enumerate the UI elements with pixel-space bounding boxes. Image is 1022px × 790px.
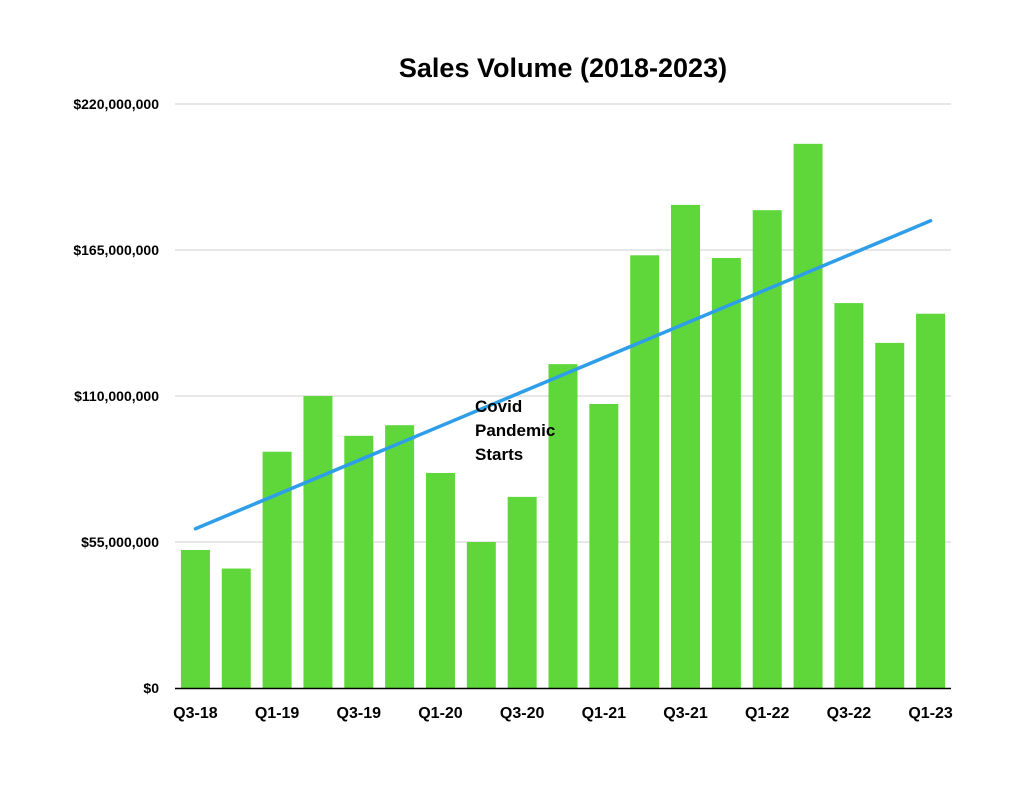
bar-q2-21: [630, 255, 660, 689]
bar-q1-20: [425, 472, 455, 688]
trendline-path: [193, 219, 933, 531]
bar-q3-21: [671, 204, 701, 688]
x-tick-label: Q3-20: [500, 705, 545, 722]
x-tick-label: Q1-22: [745, 705, 790, 722]
bar-q1-21: [589, 403, 619, 688]
bars: [180, 143, 946, 689]
bar-q4-18: [221, 568, 251, 688]
x-tick-label: Q1-21: [582, 705, 627, 722]
x-tick-label: Q1-19: [255, 705, 300, 722]
annotation-line: Pandemic: [475, 421, 555, 440]
x-tick-label: Q1-23: [908, 705, 953, 722]
y-tick-label: $55,000,000: [81, 534, 159, 550]
annotation-line: Starts: [475, 445, 523, 464]
bar-q4-20: [548, 364, 578, 688]
y-tick-label: $110,000,000: [74, 388, 159, 404]
y-tick-label: $0: [143, 680, 159, 696]
annotation-line: Covid: [475, 397, 522, 416]
y-tick-label: $165,000,000: [73, 242, 159, 258]
annotation-covid: Covid Pandemic Starts: [475, 397, 555, 464]
x-axis-tick-labels: Q3-18 Q1-19 Q3-19 Q1-20 Q3-20 Q1-21 Q3-21 Q1-22…: [173, 705, 953, 722]
y-tick-label: $220,000,000: [73, 96, 159, 112]
bar-q2-20: [466, 542, 496, 688]
x-tick-label: Q1-20: [418, 705, 463, 722]
y-axis-tick-labels: $0 $55,000,000 $110,000,000 $165,000,000 $22…: [73, 96, 159, 696]
bar-q3-22: [834, 303, 864, 688]
trendline: [193, 219, 933, 531]
bar-q4-21: [711, 257, 741, 688]
bar-q3-20: [507, 496, 537, 688]
annotation-text: Covid Pandemic Starts: [475, 397, 555, 464]
x-tick-label: Q3-18: [173, 705, 218, 722]
x-tick-label: Q3-19: [337, 705, 382, 722]
bar-q3-19: [344, 435, 374, 688]
bar-q3-18: [180, 549, 210, 688]
chart-title: Sales Volume (2018-2023): [399, 53, 727, 83]
bar-q1-19: [262, 451, 292, 688]
bar-q2-22: [793, 143, 823, 688]
x-tick-label: Q3-21: [663, 705, 708, 722]
bar-q1-22: [752, 210, 782, 688]
bar-q4-19: [385, 425, 415, 688]
bar-q1-23: [916, 313, 946, 688]
x-tick-label: Q3-22: [827, 705, 872, 722]
bar-q4-22: [875, 342, 905, 688]
bar-q2-19: [303, 396, 333, 688]
